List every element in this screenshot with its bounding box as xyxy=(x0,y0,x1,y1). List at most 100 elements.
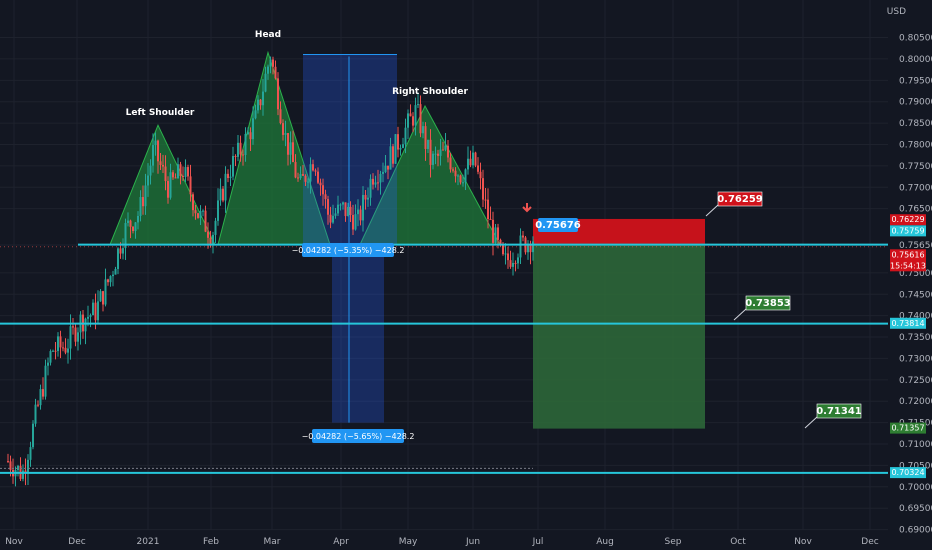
candle-body xyxy=(257,99,259,111)
candle-body xyxy=(67,348,69,353)
time-tick-label: Nov xyxy=(5,537,23,547)
horizontal-lines xyxy=(0,243,888,474)
price-axis-tag-value: 0.76229 xyxy=(891,215,924,224)
candle-body xyxy=(72,326,74,328)
candle-body xyxy=(177,164,179,179)
measure-label-bottom: −0.04282 (−5.65%) −428.2 xyxy=(302,432,415,441)
candle-body xyxy=(99,291,102,302)
candle-body xyxy=(342,202,344,205)
candle-body xyxy=(234,155,237,157)
candle-body xyxy=(224,173,227,201)
time-tick-label: Apr xyxy=(333,537,349,547)
candle-body xyxy=(464,169,467,183)
candle-body xyxy=(104,279,107,305)
candle-body xyxy=(404,127,407,145)
candle-body xyxy=(69,326,72,349)
candle-body xyxy=(439,149,442,156)
callout-pointer xyxy=(705,204,719,217)
time-tick-label: Oct xyxy=(730,537,746,547)
candle-body xyxy=(202,210,204,212)
candle-body xyxy=(417,104,419,106)
candle-body xyxy=(292,142,294,163)
time-tick-label: May xyxy=(399,537,418,547)
candle-body xyxy=(367,197,369,200)
candle-body xyxy=(207,231,209,238)
candle-body xyxy=(247,132,249,134)
candle-body xyxy=(197,213,199,218)
time-tick-label: Jul xyxy=(532,537,544,547)
candle-body xyxy=(527,243,529,253)
price-axis-tag-value: 0.71357 xyxy=(891,424,924,433)
candle-body xyxy=(127,220,129,223)
candle-body xyxy=(514,262,517,264)
candle-body xyxy=(504,253,507,255)
candle-body xyxy=(122,248,124,254)
candle-body xyxy=(322,185,324,195)
candle-body xyxy=(237,142,239,157)
candle-body xyxy=(94,302,97,321)
sell-arrow-icon xyxy=(522,203,532,213)
candle-body xyxy=(389,146,392,170)
measure-label-bottom-bg xyxy=(312,429,404,443)
candle-body xyxy=(474,152,477,166)
time-tick-label: Mar xyxy=(264,537,281,547)
callout-value: 0.73853 xyxy=(745,298,791,309)
price-axis-tag-value: 0.75616 xyxy=(891,250,924,259)
price-axis-tag xyxy=(890,214,926,226)
candle-body xyxy=(304,175,307,182)
candle-body xyxy=(447,145,449,158)
callout-pointer xyxy=(804,416,818,429)
candle-body xyxy=(442,149,444,151)
candle-body xyxy=(407,113,409,128)
pattern-label: Right Shoulder xyxy=(392,87,468,97)
candle-body xyxy=(482,178,484,200)
candle-body xyxy=(179,164,182,176)
candle-body xyxy=(44,365,47,397)
candle-body xyxy=(124,222,127,249)
candle-body xyxy=(102,291,104,305)
candle-body xyxy=(402,144,404,148)
candle-body xyxy=(254,110,257,119)
candle-body xyxy=(152,145,154,166)
candle-body xyxy=(497,227,499,240)
candle-body xyxy=(274,66,277,79)
candle-body xyxy=(309,164,312,182)
candle-body xyxy=(319,182,322,186)
candle-body xyxy=(307,181,309,183)
candle-body xyxy=(444,145,447,150)
candle-body xyxy=(419,104,422,134)
annotation-labels: Left Shoulder Head Right Shoulder −0.04282 … xyxy=(126,30,862,443)
candle-body xyxy=(362,194,364,221)
candle-body xyxy=(377,182,379,184)
candle-body xyxy=(517,257,519,264)
candle-body xyxy=(422,126,424,134)
candle-body xyxy=(37,404,39,406)
candle-body xyxy=(512,262,514,267)
candle-body xyxy=(284,133,287,135)
time-axis[interactable]: Nov Dec 2021 Feb Mar Apr May Jun Jul Aug Sep Oct Nov… xyxy=(5,537,879,547)
callout-value: 0.76259 xyxy=(717,194,763,205)
measure-label-top-bg xyxy=(302,243,394,257)
candle-body xyxy=(147,175,149,186)
candle-body xyxy=(384,165,387,172)
price-axis-tag-value: 0.73814 xyxy=(891,319,924,328)
candle-body xyxy=(334,213,337,216)
callout-box xyxy=(816,403,862,419)
candle-body xyxy=(49,351,52,363)
candle-body xyxy=(392,146,394,164)
candle-body xyxy=(457,175,459,177)
candle-body xyxy=(139,197,142,216)
candle-body xyxy=(472,152,474,166)
candle-body xyxy=(89,315,92,317)
candle-body xyxy=(259,99,262,106)
candle-body xyxy=(252,118,254,140)
candle-body xyxy=(382,171,384,174)
